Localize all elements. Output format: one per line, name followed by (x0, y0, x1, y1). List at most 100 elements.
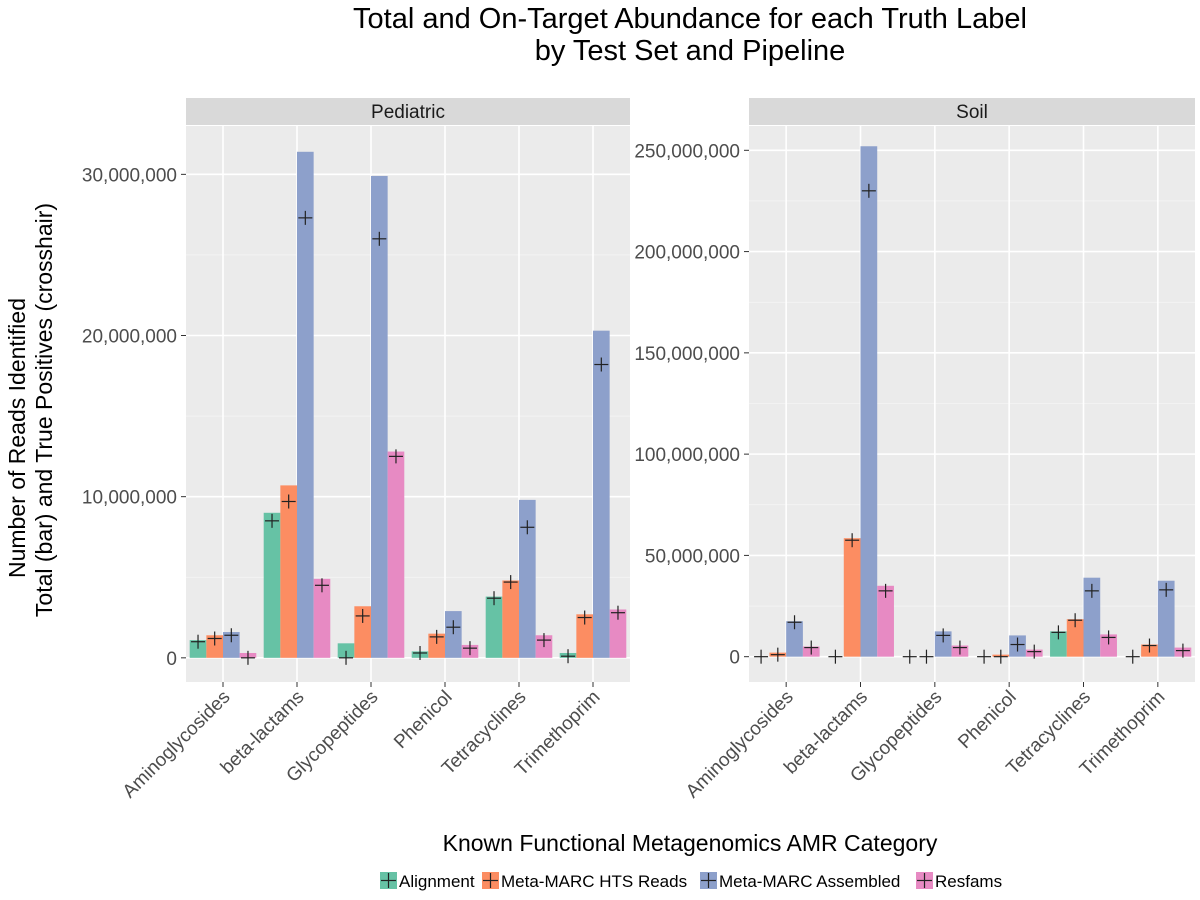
crosshair-alignment-tetracyclines (1051, 625, 1066, 640)
strip-soil (749, 98, 1195, 125)
panel-pediatric: Pediatric 0 10,000,000 20,000,000 30,000,000… (82, 98, 630, 802)
crosshair-resfams-phenicol (462, 641, 477, 656)
crosshair-meta-marc-assembled-phenicol (446, 620, 461, 635)
strip-pediatric (186, 98, 630, 125)
y-axis-title-line-1: Number of Reads Identified (4, 298, 30, 578)
legend-item-meta-marc-assembled: Meta-MARC Assembled (700, 872, 900, 891)
legend: Alignment Meta-MARC HTS Reads Meta-MARC As… (380, 872, 1002, 891)
crosshair-meta-marc-hts-reads-beta-lactams (281, 494, 296, 509)
bar-meta-marc-assembled-aminoglycosides (223, 632, 240, 658)
crosshair-alignment-tetracyclines (487, 591, 502, 606)
facet-panels: Pediatric 0 10,000,000 20,000,000 30,000,000… (82, 98, 1195, 802)
crosshair-meta-marc-hts-reads-beta-lactams (845, 533, 860, 548)
crosshair-alignment-trimethoprim (561, 649, 576, 664)
legend-label: Resfams (935, 872, 1002, 891)
crosshair-meta-marc-assembled-phenicol (1010, 637, 1025, 652)
crosshair-resfams-glycopeptides (388, 449, 403, 464)
bar-meta-marc-hts-reads-beta-lactams (280, 485, 297, 658)
bar-alignment-tetracyclines (1050, 631, 1067, 657)
chart-title: Total and On-Target Abundance for each T… (353, 3, 1027, 67)
strip-label-soil: Soil (956, 102, 988, 123)
crosshair-resfams-aminoglycosides (804, 640, 819, 655)
bar-alignment-beta-lactams (263, 512, 281, 658)
bar-meta-marc-assembled-beta-lactams (860, 146, 878, 657)
y-tick-label: 50,000,000 (645, 546, 740, 567)
bar-meta-marc-hts-reads-beta-lactams (843, 538, 861, 657)
crosshair-meta-marc-assembled-aminoglycosides (224, 628, 239, 643)
crosshair-resfams-aminoglycosides (240, 650, 255, 665)
crosshair-meta-marc-assembled-glycopeptides (372, 231, 387, 246)
crosshair-alignment-aminoglycosides (191, 634, 206, 649)
x-axis-title: Known Functional Metagenomics AMR Catego… (443, 830, 938, 856)
legend-label: Meta-MARC Assembled (719, 872, 900, 891)
crosshair-meta-marc-assembled-aminoglycosides (787, 615, 802, 630)
bar-meta-marc-assembled-phenicol (445, 611, 462, 658)
crosshair-meta-marc-hts-reads-tetracyclines (1068, 613, 1083, 628)
crosshair-meta-marc-hts-reads-aminoglycosides (207, 631, 222, 646)
crosshair-resfams-trimethoprim (1175, 643, 1190, 658)
crosshair-meta-marc-hts-reads-glycopeptides (355, 608, 370, 623)
chart-title-line-1: Total and On-Target Abundance for each T… (353, 3, 1027, 35)
crosshair-alignment-glycopeptides (902, 649, 917, 664)
crosshair-meta-marc-hts-reads-phenicol (429, 629, 444, 644)
bar-alignment-glycopeptides (337, 643, 355, 658)
bar-meta-marc-assembled-aminoglycosides (786, 621, 803, 657)
bar-meta-marc-assembled-glycopeptides (934, 631, 952, 657)
legend-label: Meta-MARC HTS Reads (501, 872, 687, 891)
bar-meta-marc-assembled-beta-lactams (297, 151, 314, 658)
bar-resfams-tetracyclines (1100, 634, 1117, 657)
y-tick-label: 150,000,000 (634, 344, 740, 365)
crosshair-resfams-tetracyclines (1101, 630, 1116, 645)
bar-meta-marc-assembled-trimethoprim (593, 330, 610, 658)
bar-resfams-trimethoprim (609, 609, 627, 658)
bar-meta-marc-hts-reads-glycopeptides (354, 606, 371, 658)
y-tick-label: 200,000,000 (634, 243, 740, 264)
y-axis-title: Number of Reads Identified Total (bar) a… (4, 203, 57, 617)
crosshair-alignment-aminoglycosides (754, 649, 769, 664)
x-tick-label-phenicol: Phenicol (954, 687, 1020, 753)
crosshair-meta-marc-hts-reads-aminoglycosides (770, 647, 785, 662)
x-tick-label-phenicol: Phenicol (390, 687, 456, 753)
crosshair-resfams-beta-lactams (314, 578, 329, 593)
y-tick-label: 10,000,000 (82, 488, 177, 509)
chart-title-line-2: by Test Set and Pipeline (535, 35, 846, 67)
bar-meta-marc-assembled-tetracyclines (519, 499, 536, 658)
y-tick-label: 20,000,000 (82, 327, 177, 348)
legend-item-alignment: Alignment (380, 872, 475, 891)
bar-resfams-beta-lactams (313, 578, 331, 658)
crosshair-alignment-phenicol (977, 649, 992, 664)
bar-alignment-aminoglycosides (189, 640, 207, 658)
crosshair-meta-marc-hts-reads-glycopeptides (919, 649, 934, 664)
panel-soil: Soil 0 50,000,000 100,000,000 150,000,000 200… (634, 98, 1195, 802)
bar-alignment-tetracyclines (485, 596, 503, 658)
crosshair-meta-marc-assembled-beta-lactams (298, 210, 313, 225)
bar-resfams-glycopeptides (387, 451, 405, 658)
crosshair-meta-marc-hts-reads-phenicol (993, 649, 1008, 664)
crosshair-meta-marc-assembled-trimethoprim (594, 357, 609, 372)
legend-item-resfams: Resfams (916, 872, 1002, 891)
y-tick-label: 250,000,000 (634, 141, 740, 162)
crosshair-alignment-phenicol (413, 645, 428, 660)
crosshair-meta-marc-assembled-tetracyclines (520, 520, 535, 535)
x-tick-label-aminoglycosides: Aminoglycosides (119, 687, 235, 803)
bar-meta-marc-hts-reads-tetracyclines (502, 580, 519, 658)
crosshair-resfams-phenicol (1027, 644, 1042, 659)
crosshair-resfams-tetracyclines (536, 633, 551, 648)
crosshair-alignment-glycopeptides (339, 650, 354, 665)
y-tick-label: 0 (729, 648, 740, 669)
crosshair-alignment-beta-lactams (828, 649, 843, 664)
bar-meta-marc-hts-reads-tetracyclines (1066, 619, 1084, 657)
x-tick-label-aminoglycosides: Aminoglycosides (682, 687, 798, 803)
bar-meta-marc-hts-reads-phenicol (428, 633, 445, 658)
y-axis-title-line-2: Total (bar) and True Positives (crosshai… (31, 203, 57, 617)
crosshair-meta-marc-hts-reads-trimethoprim (577, 610, 592, 625)
bar-meta-marc-assembled-trimethoprim (1157, 580, 1175, 657)
bar-meta-marc-assembled-tetracyclines (1083, 577, 1101, 657)
crosshair-meta-marc-assembled-tetracyclines (1084, 583, 1099, 598)
crosshair-meta-marc-assembled-trimethoprim (1159, 582, 1174, 597)
bar-meta-marc-hts-reads-aminoglycosides (206, 635, 223, 658)
crosshair-meta-marc-assembled-beta-lactams (861, 183, 876, 198)
y-tick-label: 30,000,000 (82, 165, 177, 186)
crosshair-resfams-trimethoprim (610, 605, 625, 620)
